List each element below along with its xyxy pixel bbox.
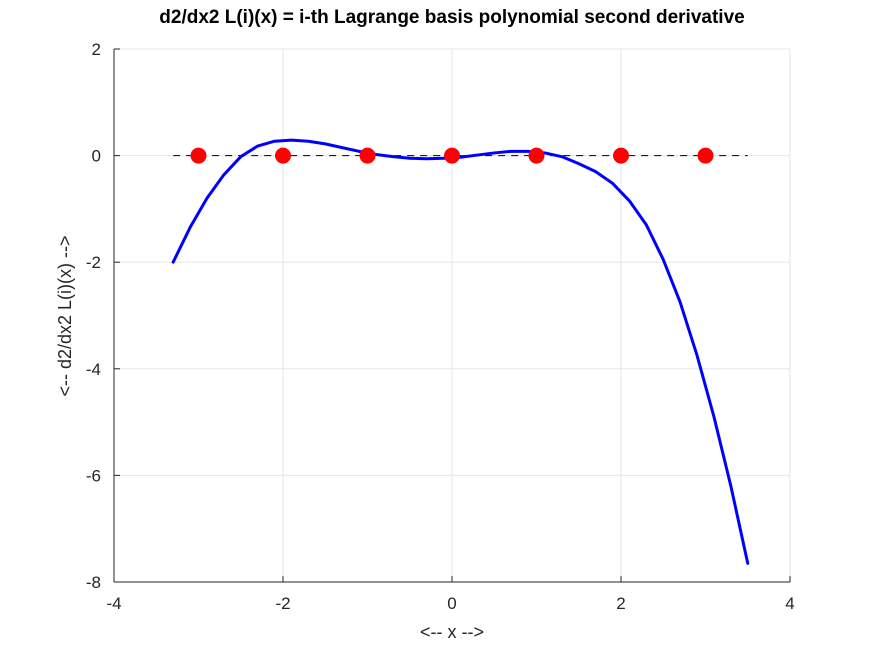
data-point-marker (359, 147, 376, 164)
y-tick-label: -2 (86, 253, 101, 272)
x-tick-label: -2 (275, 594, 290, 613)
series (171, 138, 750, 565)
y-tick-label: -4 (86, 360, 101, 379)
data-point-marker (613, 147, 629, 164)
x-tick-label: 0 (447, 594, 456, 613)
y-axis-label: <-- d2/dx2 L(i)(x) --> (55, 235, 75, 396)
chart-title: d2/dx2 L(i)(x) = i-th Lagrange basis pol… (159, 7, 744, 28)
data-points (190, 147, 714, 164)
y-tick-label: 0 (92, 147, 101, 166)
x-tick-label: -4 (106, 594, 121, 613)
second-derivative-curve (171, 138, 750, 565)
x-tick-label: 4 (785, 594, 794, 613)
y-tick-label: -6 (86, 466, 101, 485)
y-tick-label: -8 (86, 573, 101, 592)
ticks: -4 -2 0 2 4 -8 -6 -4 -2 0 2 (86, 40, 795, 613)
data-point-marker (697, 147, 714, 164)
x-axis-label: <-- x --> (420, 622, 484, 642)
data-point-marker (190, 147, 207, 164)
data-point-marker (528, 147, 545, 164)
data-point-marker (275, 147, 291, 164)
x-tick-label: 2 (616, 594, 625, 613)
data-point-marker (444, 147, 460, 164)
y-tick-label: 2 (92, 40, 101, 59)
